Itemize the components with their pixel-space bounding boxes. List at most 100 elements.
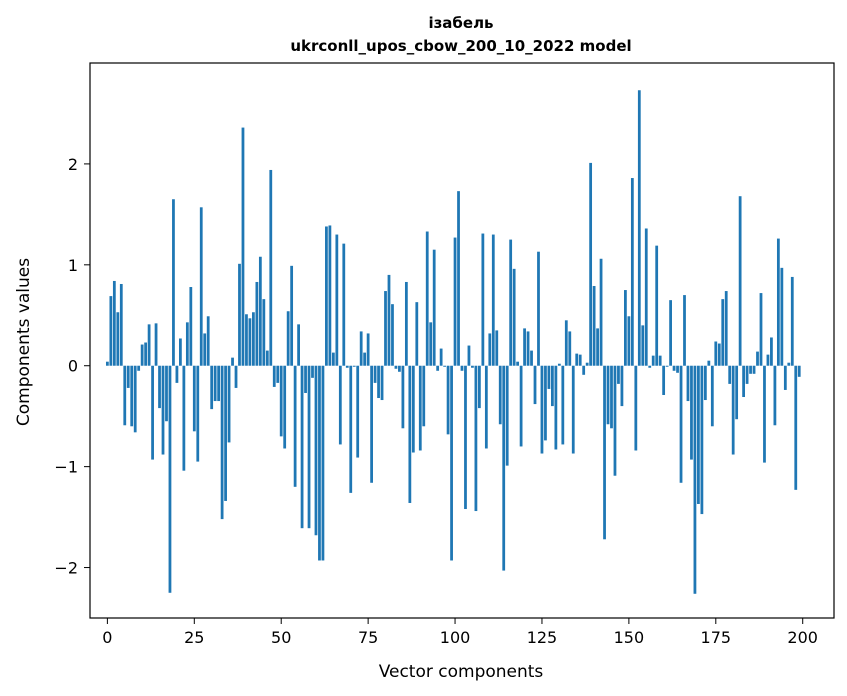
bar-39 [241, 127, 245, 366]
bar-30 [210, 365, 214, 410]
x-tick-label: 175 [701, 628, 732, 647]
bar-198 [794, 365, 798, 490]
x-tick-label: 75 [358, 628, 378, 647]
bar-18 [168, 365, 172, 593]
bar-117 [512, 268, 516, 366]
bar-110 [488, 333, 492, 366]
bar-179 [728, 365, 732, 384]
bar-168 [690, 365, 693, 460]
bar-81 [387, 274, 391, 366]
bar-3 [116, 312, 120, 366]
bar-43 [255, 281, 259, 366]
bar-68 [342, 243, 346, 366]
bar-194 [780, 267, 784, 366]
bar-166 [683, 295, 686, 366]
bar-104 [467, 345, 471, 366]
bar-148 [620, 365, 624, 407]
bar-5 [123, 365, 127, 426]
bar-105 [471, 365, 474, 368]
y-tick-label: 0 [68, 357, 78, 376]
bar-99 [450, 365, 453, 561]
bar-95 [436, 365, 440, 371]
bar-124 [537, 251, 540, 366]
bar-136 [578, 354, 582, 366]
bar-161 [665, 365, 669, 367]
bar-45 [262, 299, 266, 366]
bar-37 [234, 365, 238, 388]
bar-160 [662, 365, 666, 395]
bar-52 [286, 311, 290, 366]
y-tick-label: −1 [54, 458, 78, 477]
bar-80 [384, 291, 387, 366]
bar-42 [252, 312, 255, 366]
bar-29 [206, 316, 210, 366]
bar-150 [627, 316, 631, 366]
chart-title: ізабель ukrconll_upos_cbow_200_10_2022 m… [290, 14, 631, 55]
bar-122 [530, 350, 533, 366]
bar-138 [585, 362, 589, 366]
bar-4 [119, 283, 123, 366]
bar-199 [797, 365, 801, 377]
x-tick-label: 50 [271, 628, 291, 647]
bar-154 [641, 325, 645, 366]
bar-41 [248, 318, 252, 366]
bar-69 [345, 365, 349, 368]
bar-61 [318, 365, 321, 561]
bar-47 [269, 169, 273, 366]
chart-title-line1: ізабель [428, 14, 493, 32]
bar-25 [192, 365, 196, 432]
x-tick-label: 150 [614, 628, 645, 647]
bar-31 [213, 365, 217, 402]
bar-10 [140, 344, 144, 366]
bar-163 [672, 365, 676, 371]
bar-0 [105, 361, 109, 366]
bar-185 [749, 365, 752, 374]
bar-50 [279, 365, 283, 437]
bar-70 [349, 365, 353, 493]
bar-187 [756, 351, 759, 366]
bar-86 [404, 281, 408, 366]
bar-145 [610, 365, 613, 429]
bar-55 [297, 324, 300, 366]
bar-128 [551, 365, 554, 407]
bar-102 [460, 365, 464, 371]
bar-125 [540, 365, 544, 454]
bar-131 [561, 365, 565, 445]
bar-176 [717, 343, 721, 366]
bar-164 [676, 365, 679, 373]
bar-32 [217, 365, 221, 402]
bar-85 [401, 365, 405, 429]
bar-21 [179, 338, 182, 366]
bar-126 [544, 365, 547, 441]
bar-90 [418, 365, 422, 451]
bar-171 [700, 365, 704, 515]
bar-44 [258, 256, 262, 366]
bar-108 [481, 233, 485, 366]
bar-16 [161, 365, 165, 455]
bar-133 [568, 331, 572, 366]
bar-64 [328, 225, 332, 366]
bar-20 [175, 365, 179, 383]
bar-177 [721, 299, 725, 366]
y-tick-label: 2 [68, 155, 78, 174]
bar-7 [130, 365, 134, 427]
bar-167 [686, 365, 690, 402]
bar-100 [453, 237, 457, 366]
bar-174 [710, 365, 714, 427]
bar-175 [714, 341, 718, 366]
bar-123 [533, 365, 537, 405]
bar-129 [554, 365, 558, 450]
bar-115 [505, 365, 509, 466]
bar-97 [443, 365, 447, 367]
bar-169 [693, 365, 697, 594]
bar-11 [144, 342, 148, 366]
bar-88 [411, 365, 415, 453]
bar-73 [359, 331, 363, 366]
bar-149 [624, 290, 627, 366]
bar-54 [293, 365, 297, 487]
bar-28 [203, 333, 207, 366]
bar-63 [325, 226, 328, 366]
bar-77 [373, 365, 377, 383]
bar-60 [314, 365, 318, 536]
bar-59 [311, 365, 314, 378]
